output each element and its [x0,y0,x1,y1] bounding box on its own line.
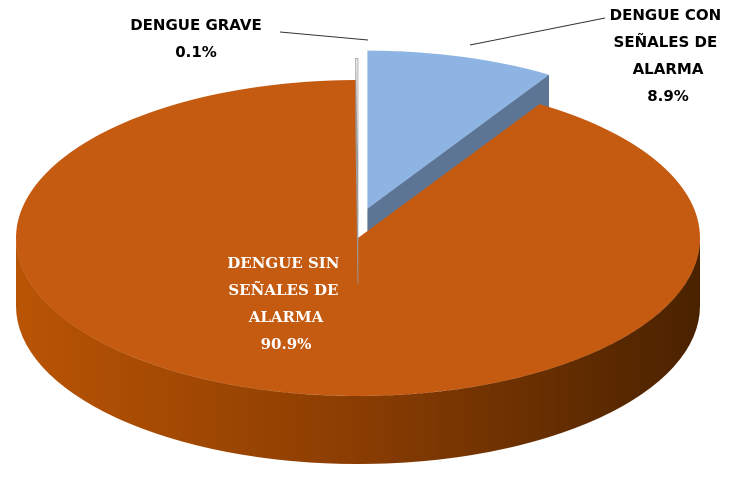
label-line: SEÑALES DE [228,280,343,299]
slice-side [16,238,700,464]
label-line: DENGUE CON [610,6,727,24]
slice [367,50,549,209]
label-line: DENGUE SIN [227,254,344,272]
value-label: 8.9% [647,87,689,105]
label-line: SEÑALES DE [614,32,723,51]
leader-line [279,31,369,41]
labels: DENGUE CON SEÑALES DE ALARMA 8.9% DENGUE S… [130,6,726,353]
slice-label: DENGUE SIN SEÑALES DE ALARMA [227,254,344,326]
slice-label: DENGUE CON SEÑALES DE ALARMA [610,6,727,78]
label-line: ALARMA [633,60,704,78]
value-label: 0.1% [175,43,217,61]
label-line: DENGUE GRAVE [130,16,262,34]
pie [15,50,700,464]
label-line: ALARMA [248,308,324,326]
slice [355,58,359,217]
leader-line [469,17,606,46]
value-label: 90.9% [261,335,312,353]
slice-label: DENGUE GRAVE [130,16,262,34]
